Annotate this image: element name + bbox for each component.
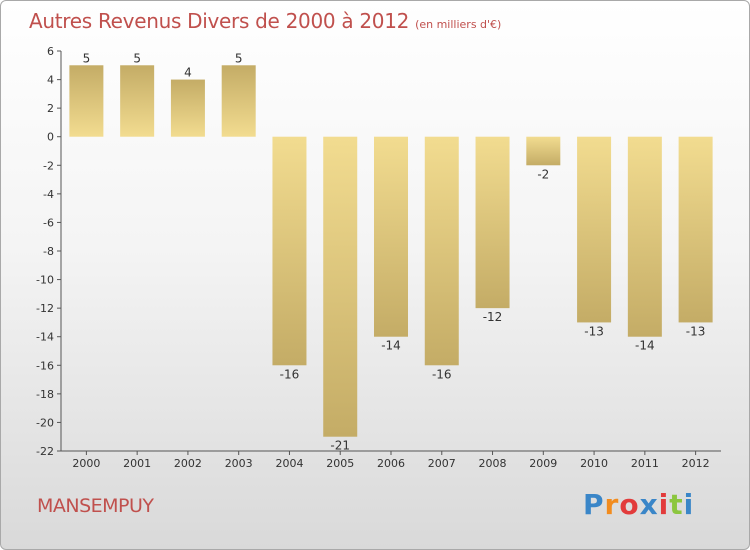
bar (170, 79, 205, 137)
chart-title-text: Autres Revenus Divers de 2000 à 2012 (29, 9, 410, 33)
x-tick-label: 2012 (682, 457, 710, 470)
bar (69, 65, 104, 137)
x-tick-label: 2008 (479, 457, 507, 470)
x-tick-label: 2005 (326, 457, 354, 470)
value-label: 5 (83, 51, 91, 65)
y-tick-label: -4 (43, 188, 54, 201)
logo-letter: P (583, 488, 605, 521)
value-label: -16 (280, 367, 300, 381)
value-label: -21 (330, 439, 350, 453)
axes: 6 4 2 0 -2 -4 -6 -8 -10 -12 -14 -16 -18 -20 -22 2000 200… (36, 45, 721, 470)
x-tick-label: 2004 (275, 457, 303, 470)
bar (577, 136, 612, 323)
y-tick-label: 6 (47, 45, 54, 58)
bar (221, 65, 256, 137)
logo-letter: o (619, 488, 640, 521)
value-label: 5 (235, 51, 243, 65)
y-tick-label: 0 (47, 131, 54, 144)
x-tick-label: 2007 (428, 457, 456, 470)
logo-letter: i (683, 488, 695, 521)
value-label: -12 (483, 310, 503, 324)
logo-letter: r (604, 488, 620, 521)
logo-letter: t (669, 488, 684, 521)
value-label: 4 (184, 66, 192, 80)
bar (374, 136, 408, 337)
chart-title: Autres Revenus Divers de 2000 à 2012 (en … (29, 9, 501, 33)
y-tick-label: -20 (36, 416, 54, 429)
bar (424, 136, 459, 366)
y-tick-label: 4 (47, 74, 54, 87)
y-tick-label: -2 (43, 159, 54, 172)
commune-name: MANSEMPUY (37, 495, 154, 517)
chart-subtitle: (en milliers d'€) (415, 18, 502, 31)
y-tick-label: -16 (36, 359, 54, 372)
bar (526, 136, 561, 166)
value-label: 5 (133, 51, 141, 65)
bar (475, 136, 510, 309)
y-tick-label: -18 (36, 388, 54, 401)
bar (627, 136, 662, 337)
x-tick-label: 2011 (631, 457, 659, 470)
x-tick-label: 2002 (174, 457, 202, 470)
x-tick-label: 2006 (377, 457, 405, 470)
x-tick-label: 2003 (225, 457, 253, 470)
value-label: -2 (537, 167, 549, 181)
value-label: -13 (686, 324, 706, 338)
bar (323, 136, 358, 437)
bar (678, 136, 713, 323)
y-tick-label: -22 (36, 445, 54, 458)
bars (69, 65, 713, 437)
y-tick-label: 2 (47, 102, 54, 115)
value-label: -16 (432, 367, 452, 381)
logo-letter: i (658, 488, 670, 521)
y-tick-label: -14 (36, 331, 54, 344)
value-label: -14 (381, 339, 401, 353)
data-labels: 5 5 4 5 -16 -21 -14 -16 -12 -2 -13 -14 -13 (83, 51, 706, 452)
x-tick-label: 2000 (72, 457, 100, 470)
value-label: -13 (584, 324, 604, 338)
y-tick-label: -10 (36, 274, 54, 287)
y-tick-label: -12 (36, 302, 54, 315)
bar (120, 65, 155, 137)
logo-letter: x (639, 488, 659, 521)
bar (272, 136, 307, 366)
value-label: -14 (635, 339, 655, 353)
x-tick-label: 2009 (529, 457, 557, 470)
x-tick-label: 2010 (580, 457, 608, 470)
y-tick-label: -8 (43, 245, 54, 258)
proxiti-logo: Proxiti (583, 488, 694, 521)
x-tick-label: 2001 (123, 457, 151, 470)
y-tick-label: -6 (43, 216, 54, 229)
